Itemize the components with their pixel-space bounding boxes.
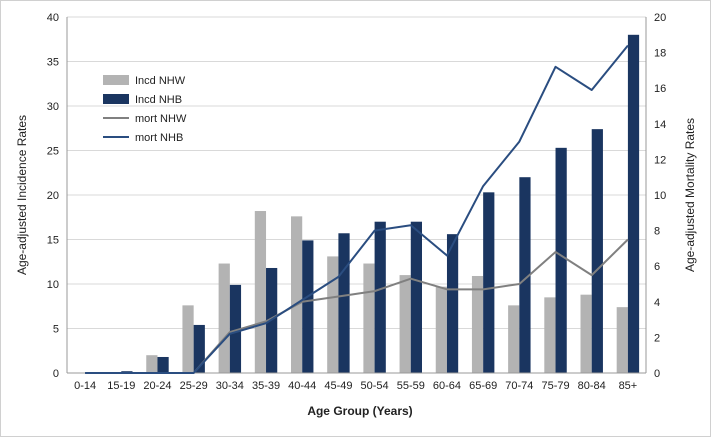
- x-tick-label: 75-79: [541, 380, 569, 392]
- bar-incd-nhb: [483, 192, 495, 373]
- x-tick-label: 60-64: [433, 380, 461, 392]
- right-tick-label: 10: [654, 190, 666, 202]
- x-tick-label: 20-24: [143, 380, 171, 392]
- left-tick-label: 10: [47, 279, 59, 291]
- bar-incd-nhb: [555, 147, 567, 373]
- bar-incd-nhw: [580, 294, 592, 373]
- right-tick-label: 20: [654, 12, 666, 24]
- bar-incd-nhw: [471, 275, 484, 373]
- bar-incd-nhb: [338, 233, 350, 373]
- bar-incd-nhw: [435, 286, 447, 373]
- left-tick-label: 15: [47, 235, 59, 247]
- bar-incd-nhb: [410, 221, 422, 373]
- bar-incd-nhb: [157, 356, 169, 373]
- x-tick-labels: 0-14 15-19 20-24 25-29 30-34 35-39 40-44 45-49 5…: [74, 380, 637, 392]
- legend-incd-nhb-swatch: [103, 94, 129, 104]
- legend-mort-nhb-label: mort NHB: [135, 132, 183, 144]
- left-tick-label: 35: [47, 57, 59, 69]
- right-tick-label: 6: [654, 261, 660, 273]
- right-tick-label: 14: [654, 119, 666, 131]
- bar-incd-nhw: [616, 307, 628, 373]
- bar-incd-nhw: [508, 305, 520, 373]
- right-tick-label: 18: [654, 48, 666, 60]
- right-axis-title: Age-adjusted Mortality Rates: [683, 118, 697, 272]
- line-mort-nhb: [85, 44, 629, 374]
- legend-incd-nhw-label: Incd NHW: [135, 75, 186, 87]
- x-tick-label: 50-54: [361, 380, 389, 392]
- x-tick-label: 70-74: [505, 380, 533, 392]
- bar-incd-nhb: [229, 284, 242, 373]
- left-tick-label: 25: [47, 146, 59, 158]
- left-tick-label: 30: [47, 101, 59, 113]
- x-tick-label: 35-39: [252, 380, 280, 392]
- left-tick-label: 40: [47, 12, 59, 24]
- right-tick-label: 12: [654, 154, 666, 166]
- legend-incd-nhw-swatch: [103, 75, 129, 85]
- bar-incd-nhb: [591, 129, 603, 373]
- right-tick-labels: 0 2 4 6 8 10 12 14 16 18 20: [654, 12, 666, 380]
- bar-incd-nhb: [193, 324, 205, 373]
- bar-incd-nhw: [399, 275, 411, 373]
- bar-incd-nhw: [182, 305, 194, 373]
- right-tick-label: 8: [654, 226, 660, 238]
- legend-incd-nhb-label: Incd NHB: [135, 94, 182, 106]
- bar-incd-nhb: [519, 177, 531, 373]
- x-tick-label: 15-19: [107, 380, 135, 392]
- bar-incd-nhb: [446, 234, 459, 373]
- x-tick-label: 25-29: [180, 380, 208, 392]
- x-tick-label: 80-84: [578, 380, 606, 392]
- bar-incd-nhw: [254, 211, 267, 373]
- bar-incd-nhb: [374, 221, 386, 373]
- bar-incd-nhb: [302, 240, 314, 373]
- bar-incd-nhw: [218, 263, 230, 373]
- left-tick-label: 5: [53, 324, 59, 336]
- x-tick-label: 45-49: [324, 380, 352, 392]
- x-axis-title: Age Group (Years): [307, 404, 412, 418]
- right-tick-label: 4: [654, 297, 660, 309]
- bars: [110, 34, 640, 374]
- legend: Incd NHW Incd NHB mort NHW mort NHB: [103, 75, 187, 144]
- left-tick-label: 20: [47, 190, 59, 202]
- bar-incd-nhw: [327, 256, 339, 373]
- legend-mort-nhw-label: mort NHW: [135, 113, 187, 125]
- right-tick-label: 0: [654, 368, 660, 380]
- x-tick-label: 40-44: [288, 380, 316, 392]
- left-axis-title: Age-adjusted Incidence Rates: [15, 115, 29, 275]
- bar-incd-nhb: [627, 34, 640, 374]
- gridlines: [67, 16, 646, 374]
- x-tick-label: 85+: [619, 380, 638, 392]
- right-tick-label: 16: [654, 83, 666, 95]
- right-tick-label: 2: [654, 332, 660, 344]
- bar-incd-nhw: [544, 297, 556, 373]
- bar-incd-nhw: [363, 263, 375, 373]
- x-tick-label: 0-14: [74, 380, 96, 392]
- lines: [85, 44, 629, 374]
- x-tick-label: 30-34: [216, 380, 244, 392]
- bar-incd-nhw: [146, 355, 158, 373]
- left-tick-labels: 0 5 10 15 20 25 30 35 40: [47, 12, 59, 380]
- left-tick-label: 0: [53, 368, 59, 380]
- x-tick-label: 65-69: [469, 380, 497, 392]
- x-tick-label: 55-59: [397, 380, 425, 392]
- bar-incd-nhw: [291, 216, 303, 373]
